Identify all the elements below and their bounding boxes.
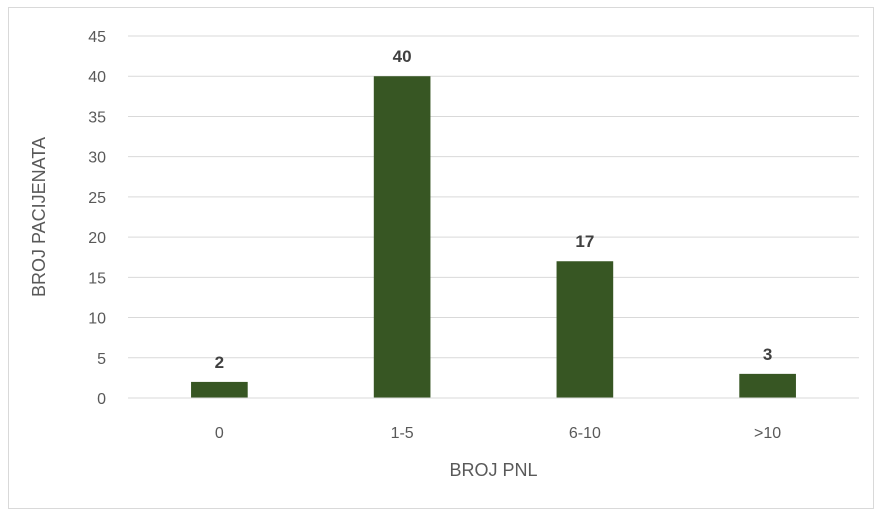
data-label: 17: [575, 232, 594, 251]
bar-3: [556, 261, 614, 398]
y-axis-title: BROJ PACIJENATA: [29, 137, 49, 297]
bar-2: [373, 76, 431, 398]
y-tick-label: 15: [88, 270, 106, 287]
gridlines: [128, 35, 859, 359]
y-tick-label: 20: [88, 230, 106, 247]
data-label: 3: [763, 345, 772, 364]
y-tick-label: 40: [88, 69, 106, 86]
data-label: 40: [393, 47, 412, 66]
x-tick-label: 0: [215, 425, 224, 442]
x-tick-label: >10: [754, 425, 781, 442]
data-labels: 2 40 17 3: [215, 47, 773, 372]
y-tick-label: 10: [88, 311, 106, 328]
y-tick-label: 30: [88, 150, 106, 167]
y-tick-label: 0: [97, 391, 106, 408]
x-axis-ticks: 0 1-5 6-10 >10: [215, 425, 781, 442]
bars: [191, 76, 796, 398]
y-tick-label: 45: [88, 29, 106, 46]
x-tick-label: 1-5: [391, 425, 414, 442]
data-label: 2: [215, 353, 224, 372]
y-tick-label: 35: [88, 109, 106, 126]
y-tick-label: 25: [88, 190, 106, 207]
y-axis-ticks: 0 5 10 15 20 25 30 35 40 45: [88, 29, 106, 408]
y-tick-label: 5: [97, 351, 106, 368]
bar-4: [739, 373, 796, 398]
bar-1: [191, 381, 248, 398]
x-axis-title: BROJ PNL: [449, 460, 537, 480]
chart-frame: [8, 7, 874, 509]
x-tick-label: 6-10: [569, 425, 601, 442]
